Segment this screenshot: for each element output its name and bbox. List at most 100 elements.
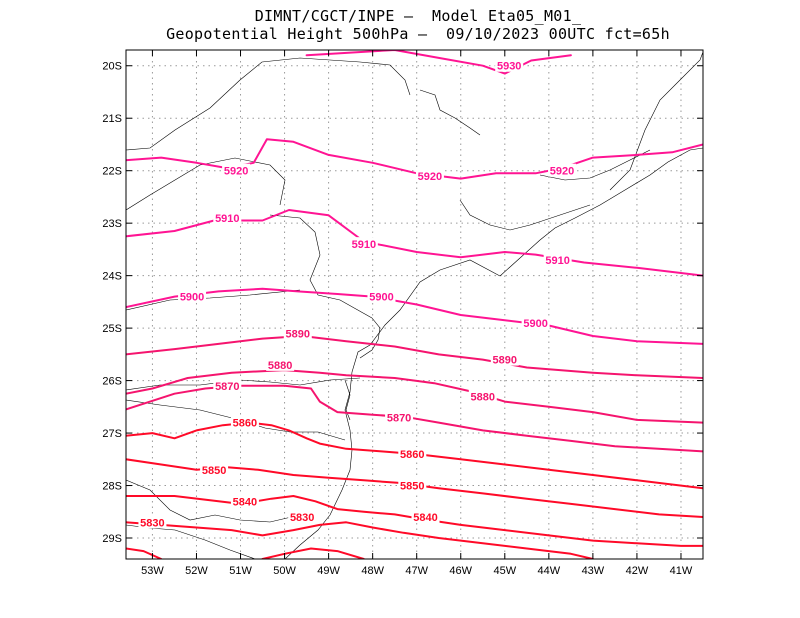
lat-tick-label: 21S <box>102 113 122 125</box>
contour-line-5880 <box>126 369 703 424</box>
contour-label-backdrop <box>490 352 519 366</box>
contour-label-5830: 5830 <box>290 512 314 524</box>
contour-label-5900: 5900 <box>180 292 204 304</box>
map-title-line-1: DIMNT/CGCT/INPE – Model Eta05_M01_ <box>254 7 582 25</box>
contour-label-backdrop <box>138 515 167 529</box>
map-title-line-2: Geopotential Height 500hPa – 09/10/2023 … <box>166 25 670 43</box>
coastline-segment <box>284 259 501 559</box>
coastline-segment <box>126 377 361 391</box>
contour-label-backdrop <box>415 168 444 182</box>
lon-tick-label: 43W <box>582 565 605 577</box>
lat-tick-label: 23S <box>102 218 122 230</box>
lon-tick-label: 50W <box>273 565 296 577</box>
lon-tick-label: 48W <box>361 565 384 577</box>
contour-line-5890 <box>126 335 703 379</box>
contour-line-5920 <box>126 138 703 180</box>
lat-tick-label: 29S <box>102 533 122 545</box>
contour-label-backdrop <box>178 289 207 303</box>
coastline-segment <box>344 379 351 421</box>
contour-label-backdrop <box>222 163 251 177</box>
contour-line-5860 <box>126 421 703 490</box>
lon-tick-label: 53W <box>141 565 164 577</box>
coastline-segment <box>459 199 591 231</box>
contour-label-5890: 5890 <box>286 328 310 340</box>
coastline-segment <box>126 479 301 523</box>
lat-tick-label: 27S <box>102 428 122 440</box>
contour-line-5830 <box>126 521 594 559</box>
contour-label-5840: 5840 <box>233 496 257 508</box>
contour-label-5900: 5900 <box>523 318 547 330</box>
contour-label-backdrop <box>283 326 312 340</box>
lon-tick-label: 51W <box>229 565 252 577</box>
contour-label-5910: 5910 <box>545 255 569 267</box>
contour-label-backdrop <box>200 462 229 476</box>
contour-label-5920: 5920 <box>550 166 574 178</box>
contour-label-5930: 5930 <box>497 61 521 73</box>
contour-label-backdrop <box>548 163 577 177</box>
contour-label-backdrop <box>398 447 427 461</box>
contour-label-5870: 5870 <box>215 381 239 393</box>
contour-label-5880: 5880 <box>471 391 495 403</box>
contour-label-backdrop <box>213 378 242 392</box>
lat-tick-label: 26S <box>102 376 122 388</box>
contour-label-5890: 5890 <box>493 355 517 367</box>
coastline-segment <box>609 51 703 191</box>
contour-line-5830 <box>261 547 365 559</box>
contour-label-backdrop <box>367 289 396 303</box>
contour-label-backdrop <box>266 357 295 371</box>
contour-label-backdrop <box>288 510 317 524</box>
contour-label-backdrop <box>398 478 427 492</box>
contour-label-backdrop <box>230 415 259 429</box>
contour-label-5920: 5920 <box>418 171 442 183</box>
lon-tick-label: 44W <box>538 565 561 577</box>
contour-label-5850: 5850 <box>202 465 226 477</box>
contour-label-backdrop <box>385 410 414 424</box>
axis-ticks: 53W 52W 51W 50W 49W 48W 47W 46W 45W 44W 43W 42W 41W 2… <box>102 50 703 577</box>
contour-label-backdrop <box>411 510 440 524</box>
contour-label-layer: 5930 5920 5920 5920 5910 5910 5910 5900 5900 5900… <box>138 58 577 529</box>
contour-label-5910: 5910 <box>352 239 376 251</box>
contour-label-backdrop <box>468 389 497 403</box>
coastline-segment <box>269 214 373 319</box>
coastline-segment <box>126 57 411 151</box>
lon-tick-label: 42W <box>626 565 649 577</box>
lat-tick-label: 28S <box>102 481 122 493</box>
lon-tick-label: 47W <box>405 565 428 577</box>
contour-label-5880: 5880 <box>268 360 292 372</box>
plot-frame <box>125 49 704 560</box>
lon-tick-label: 41W <box>670 565 693 577</box>
coastline-segment <box>499 147 703 277</box>
coastline-segment <box>359 317 381 359</box>
contour-label-5920: 5920 <box>224 166 248 178</box>
coastline-segment <box>126 289 301 311</box>
contour-line-5830 <box>126 547 163 559</box>
contour-label-backdrop <box>495 58 524 72</box>
lon-tick-label: 46W <box>449 565 472 577</box>
lon-tick-label: 52W <box>185 565 208 577</box>
lat-tick-label: 20S <box>102 61 122 73</box>
contour-label-backdrop <box>213 210 242 224</box>
contour-line-5930 <box>305 50 572 75</box>
contour-label-5850: 5850 <box>400 481 424 493</box>
lat-tick-label: 22S <box>102 166 122 178</box>
contour-line-5910 <box>126 209 703 277</box>
lat-tick-label: 24S <box>102 271 122 283</box>
contour-label-5900: 5900 <box>369 292 393 304</box>
contour-label-backdrop <box>543 252 572 266</box>
contour-label-5830: 5830 <box>140 517 164 529</box>
contour-line-5900 <box>126 287 703 345</box>
lon-tick-label: 49W <box>317 565 340 577</box>
contour-label-5870: 5870 <box>387 412 411 424</box>
contour-label-backdrop <box>349 237 378 251</box>
lat-tick-label: 25S <box>102 323 122 335</box>
coastline-segment <box>539 149 651 181</box>
contour-label-5910: 5910 <box>215 213 239 225</box>
contour-label-backdrop <box>230 494 259 508</box>
contour-line-5870 <box>126 384 703 453</box>
contour-label-backdrop <box>521 315 550 329</box>
coastline-segment <box>419 89 481 136</box>
contour-label-5860: 5860 <box>233 418 257 430</box>
contour-label-5860: 5860 <box>400 449 424 461</box>
lon-tick-label: 45W <box>493 565 516 577</box>
